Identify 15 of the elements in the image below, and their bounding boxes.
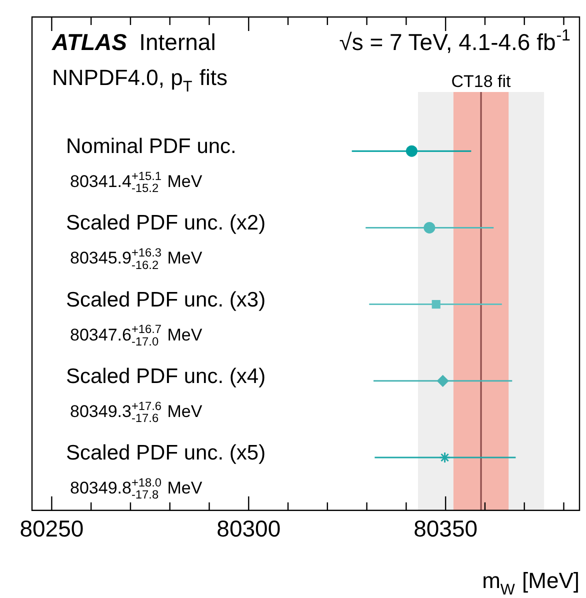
y-tick-label: Nominal PDF unc. xyxy=(66,135,236,158)
x-tick-label: 80250 xyxy=(20,516,84,542)
x-tick-label: 80350 xyxy=(414,516,478,542)
chart-title: ATLAS Internal xyxy=(51,29,216,55)
point xyxy=(439,452,451,464)
y-tick-label: Scaled PDF unc. (x2) xyxy=(66,212,266,235)
point xyxy=(437,375,449,387)
y-tick-label: Scaled PDF unc. (x4) xyxy=(66,364,266,388)
point xyxy=(424,222,436,234)
x-tick-label: 80300 xyxy=(216,516,281,542)
point xyxy=(406,145,418,157)
ref-line-label: CT18 fit xyxy=(451,72,512,91)
point xyxy=(432,300,440,309)
y-tick-label: Scaled PDF unc. (x3) xyxy=(66,288,266,312)
y-tick-label: Scaled PDF unc. (x5) xyxy=(66,442,266,465)
